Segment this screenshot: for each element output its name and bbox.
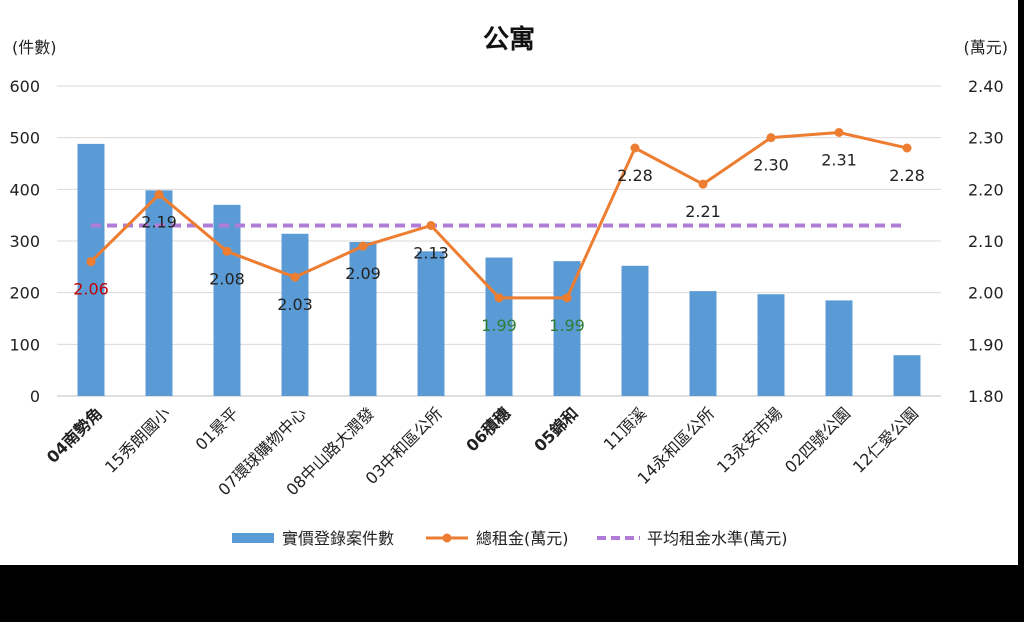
rent-data-label: 2.03 — [277, 295, 313, 314]
left-tick-label: 100 — [9, 335, 40, 354]
chart-panel: 公寓 (件數) (萬元) 0 100 200 300 400 500 600 1.80 1.9… — [0, 0, 1018, 565]
right-tick-label: 1.80 — [968, 387, 1004, 406]
rent-data-label: 2.06 — [73, 280, 109, 299]
category-label: 06積穗 — [462, 404, 514, 456]
rent-point — [902, 143, 912, 153]
rent-point — [86, 257, 96, 267]
rent-data-label: 2.28 — [617, 166, 653, 185]
bar — [77, 143, 105, 396]
rent-line-series — [86, 128, 912, 303]
legend-swatch-bar — [232, 533, 274, 543]
category-label: 13永安市場 — [713, 404, 786, 477]
rent-point — [290, 272, 300, 282]
legend: 實價登錄案件數 總租金(萬元) 平均租金水準(萬元) — [232, 529, 788, 548]
bar — [485, 257, 513, 396]
bar — [757, 294, 785, 396]
bar — [349, 242, 377, 396]
left-axis-ticks: 0 100 200 300 400 500 600 — [9, 77, 40, 406]
right-tick-label: 2.30 — [968, 129, 1004, 148]
left-tick-label: 300 — [9, 232, 40, 251]
rent-data-label: 2.08 — [209, 269, 245, 288]
bar — [825, 300, 853, 396]
right-tick-label: 2.00 — [968, 284, 1004, 303]
right-tick-label: 2.40 — [968, 77, 1004, 96]
rent-point — [834, 128, 844, 137]
category-label: 02四號公園 — [781, 404, 854, 477]
legend-label-dashed: 平均租金水準(萬元) — [647, 529, 788, 548]
right-tick-label: 2.20 — [968, 180, 1004, 199]
bar — [281, 233, 309, 396]
category-label: 11頂溪 — [600, 404, 650, 454]
rent-point — [630, 143, 640, 153]
combo-chart: 公寓 (件數) (萬元) 0 100 200 300 400 500 600 1.80 1.9… — [9, 24, 1009, 548]
bar — [689, 291, 717, 396]
bar — [553, 261, 581, 396]
rent-data-label: 1.99 — [549, 316, 585, 335]
rent-point — [154, 190, 164, 199]
left-tick-label: 0 — [30, 387, 40, 406]
rent-point — [766, 133, 776, 143]
chart-title: 公寓 — [483, 24, 535, 55]
rent-data-label: 2.09 — [345, 264, 381, 283]
bar — [893, 355, 921, 396]
category-label: 04南勢角 — [43, 404, 106, 467]
bar — [213, 204, 241, 396]
left-axis-unit: (件數) — [12, 38, 57, 57]
rent-data-label: 2.21 — [685, 202, 721, 221]
legend-label-bar: 實價登錄案件數 — [282, 529, 394, 548]
rent-point — [358, 241, 368, 251]
category-label: 01景平 — [192, 404, 242, 454]
category-label: 05錦和 — [530, 404, 582, 456]
rent-point — [698, 179, 708, 189]
bar — [417, 251, 445, 396]
rent-data-label: 2.19 — [141, 213, 177, 232]
rent-point — [562, 293, 572, 303]
bar-series — [77, 143, 921, 396]
right-tick-label: 1.90 — [968, 335, 1004, 354]
right-tick-label: 2.10 — [968, 232, 1004, 251]
rent-data-labels: 2.06 2.19 2.08 2.03 2.09 2.13 1.99 1.99 2.28 2.21… — [73, 151, 925, 335]
rent-data-label: 1.99 — [481, 316, 517, 335]
legend-label-line: 總租金(萬元) — [476, 529, 569, 548]
left-tick-label: 400 — [9, 180, 40, 199]
left-tick-label: 600 — [9, 77, 40, 96]
right-axis-ticks: 1.80 1.90 2.00 2.10 2.20 2.30 2.40 — [968, 77, 1004, 406]
left-tick-label: 500 — [9, 129, 40, 148]
bar — [621, 265, 649, 396]
rent-point — [494, 293, 504, 303]
right-axis-unit: (萬元) — [964, 38, 1009, 57]
rent-data-label: 2.13 — [413, 244, 449, 263]
left-tick-label: 200 — [9, 284, 40, 303]
rent-data-label: 2.30 — [753, 156, 789, 175]
rent-point — [222, 246, 232, 256]
rent-data-label: 2.28 — [889, 166, 925, 185]
legend-swatch-marker — [442, 533, 452, 543]
category-label: 12仁愛公園 — [849, 404, 922, 477]
rent-point — [426, 221, 436, 230]
category-label: 15秀朗國小 — [101, 404, 174, 477]
rent-data-label: 2.31 — [821, 151, 857, 170]
